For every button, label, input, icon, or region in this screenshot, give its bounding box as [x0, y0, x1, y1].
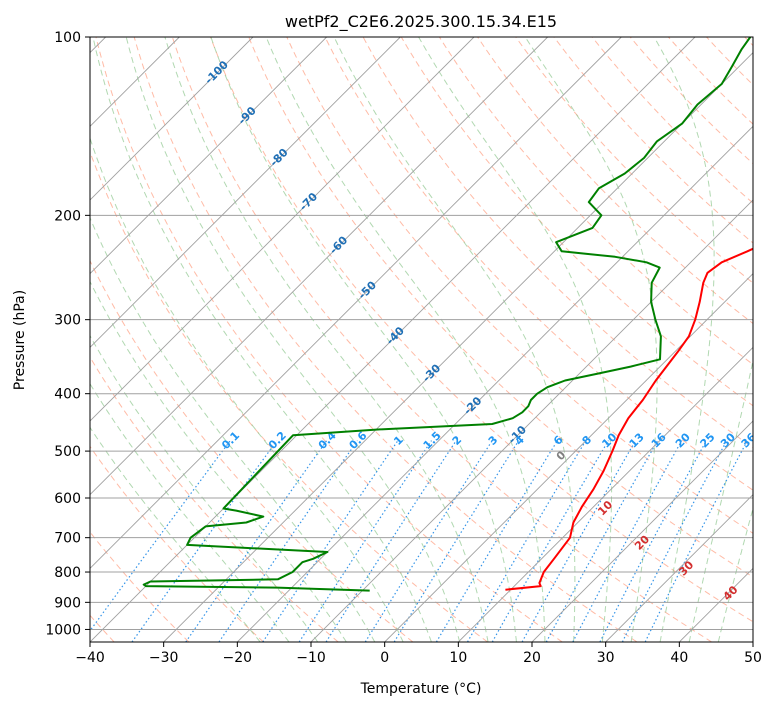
- dewpoint-profile-line: [142, 37, 752, 592]
- isotherm-line: [90, 37, 401, 348]
- isotherm-line: [237, 125, 753, 642]
- mixing-ratio-line: [393, 440, 520, 642]
- y-tick-label: 800: [54, 565, 81, 581]
- dry-adiabat-line: [210, 37, 753, 623]
- x-tick-label: −20: [223, 650, 253, 666]
- dry-adiabat-line: [90, 445, 264, 642]
- y-tick-label: 700: [54, 531, 81, 547]
- y-tick-label: 400: [54, 387, 81, 403]
- x-tick-label: 0: [380, 650, 389, 666]
- y-tick-label: 300: [54, 313, 81, 329]
- y-axis-ticks: 1000 900 800 700 600 500 400 300 200 100: [45, 30, 90, 638]
- profile-series: [142, 37, 753, 592]
- isotherms: [90, 37, 753, 642]
- mixing-ratio-line: [521, 440, 637, 642]
- isotherm-line: [90, 37, 696, 642]
- moist-adiabats: [90, 37, 753, 642]
- isotherm-line: [605, 494, 753, 642]
- y-tick-label: 900: [54, 595, 81, 611]
- moist-adiabat-line: [90, 136, 404, 642]
- moist-adiabat-line: [164, 37, 489, 642]
- dry-adiabat-line: [133, 37, 638, 642]
- isotherm-line: [752, 641, 753, 642]
- moist-adiabat-line: [524, 37, 658, 642]
- dry-adiabat-line: [171, 37, 712, 642]
- mixing-ratio-line: [131, 440, 278, 642]
- moist-adiabat-line: [92, 37, 432, 642]
- y-tick-label: 200: [54, 208, 81, 224]
- moist-adiabat-line: [418, 37, 613, 642]
- dry-adiabat-line: [324, 37, 753, 491]
- x-tick-label: 40: [670, 650, 688, 666]
- moist-adiabat-line: [265, 37, 546, 642]
- isotherm-line: [458, 346, 753, 642]
- mixing-ratio-line: [644, 440, 748, 642]
- dry-adiabat-line: [95, 37, 563, 642]
- pressure-gridlines: [90, 37, 753, 630]
- moist-adiabat-line: [688, 358, 753, 642]
- dry-adiabat-line: [400, 37, 753, 407]
- isotherm-line: [531, 420, 753, 642]
- y-tick-label: 500: [54, 444, 81, 460]
- isotherm-line: [90, 37, 548, 496]
- mixing-ratio-line: [435, 440, 558, 642]
- x-tick-label: 20: [523, 650, 541, 666]
- isotherm-line: [90, 37, 622, 569]
- dry-adiabat-line: [515, 37, 753, 284]
- x-tick-label: −30: [149, 650, 179, 666]
- moist-adiabat-line: [125, 37, 461, 642]
- x-tick-label: 10: [449, 650, 467, 666]
- moist-adiabat-line: [333, 37, 576, 642]
- chart-title: wetPf2_C2E6.2025.300.15.34.E15: [285, 12, 557, 32]
- dry-adiabat-line: [477, 37, 753, 325]
- dry-adiabat-line: [248, 37, 753, 578]
- mixing-ratio-line: [262, 440, 399, 642]
- mixing-ratio-line: [466, 440, 587, 642]
- dry-adiabats: [90, 37, 753, 642]
- x-tick-label: −40: [75, 650, 105, 666]
- moist-adiabat-line: [90, 216, 376, 642]
- x-axis-ticks: −40 −30 −20 −10 0 10 20 30 40 50: [75, 642, 762, 666]
- temperature-profile-line: [505, 247, 753, 591]
- mixing-ratio-lines: [90, 440, 748, 642]
- moist-adiabat-line: [90, 280, 347, 642]
- y-tick-label: 600: [54, 491, 81, 507]
- mixing-ratio-line: [298, 440, 432, 642]
- isotherm-line: [310, 199, 753, 642]
- moist-adiabat-line: [90, 334, 319, 642]
- mixing-ratio-line: [185, 440, 328, 642]
- moist-adiabat-line: [90, 382, 290, 642]
- y-axis-label: Pressure (hPa): [12, 290, 28, 390]
- dry-adiabat-line: [591, 37, 753, 204]
- x-axis-label: Temperature (°C): [360, 681, 482, 697]
- x-tick-label: 50: [744, 650, 762, 666]
- plot-frame: [89, 36, 754, 643]
- moist-adiabat-line: [653, 37, 715, 642]
- dry-adiabat-line: [629, 37, 753, 165]
- isotherm-line: [90, 37, 327, 275]
- x-tick-label: −10: [296, 650, 326, 666]
- mixing-ratio-line: [218, 440, 358, 642]
- mixing-ratio-line: [90, 440, 231, 632]
- isotherm-line: [90, 37, 475, 422]
- x-tick-label: 30: [597, 650, 615, 666]
- plot-background: [90, 37, 753, 642]
- moist-adiabat-line: [717, 506, 753, 642]
- moist-adiabat-line: [90, 426, 261, 642]
- isotherm-line: [90, 37, 254, 201]
- y-tick-label: 100: [54, 30, 81, 46]
- mixing-ratio-line: [599, 440, 707, 642]
- y-tick-label: 1000: [45, 622, 81, 638]
- mixing-ratio-line: [491, 440, 609, 642]
- isotherm-line: [163, 52, 753, 642]
- dry-adiabat-line: [90, 259, 414, 642]
- moist-adiabat-line: [210, 37, 517, 642]
